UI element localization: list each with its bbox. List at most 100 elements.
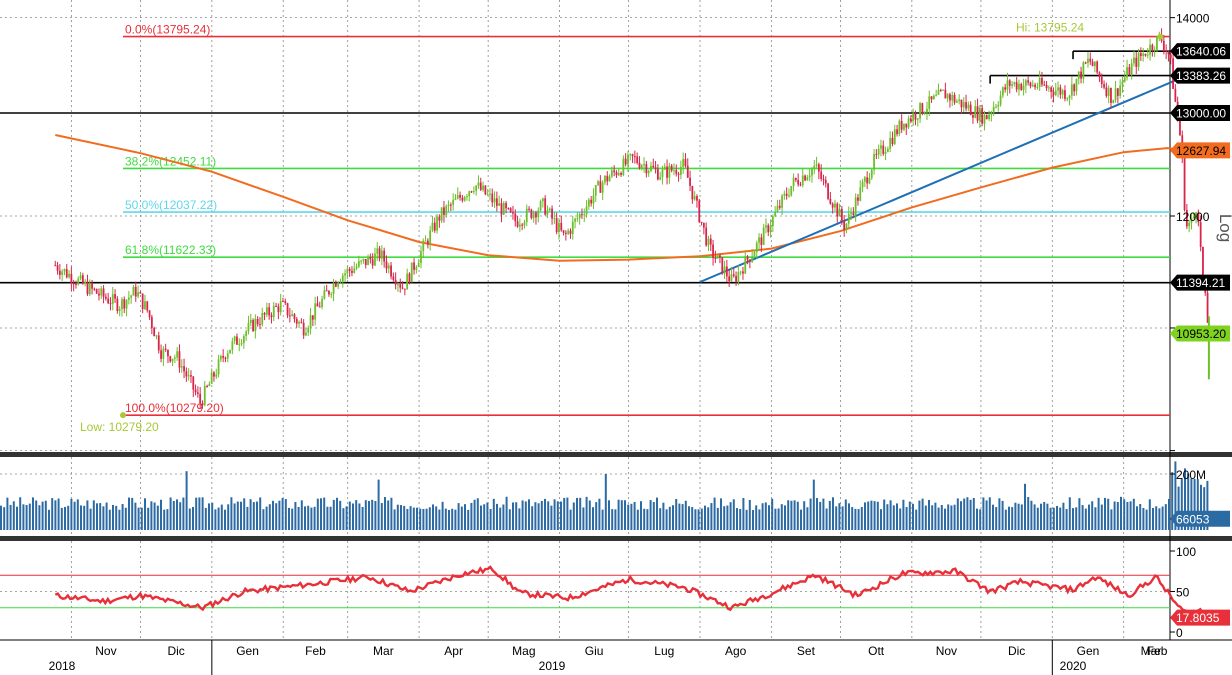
volume-bar [1072, 508, 1074, 530]
volume-last-tag-box [1170, 510, 1230, 527]
volume-bar [166, 509, 169, 530]
candle-body [309, 315, 312, 328]
candle-body [1091, 61, 1094, 67]
volume-bar [179, 502, 182, 530]
candle-body [134, 286, 137, 297]
volume-bar [76, 499, 79, 530]
volume-bar [598, 498, 601, 530]
price-tag-text: 13383.26 [1176, 69, 1226, 83]
volume-bar [364, 500, 367, 530]
candle-body [1013, 82, 1016, 84]
fib-level-label: 61.8%(11622.33) [125, 243, 216, 257]
candle-body [587, 199, 590, 207]
candle-body [721, 257, 724, 274]
year-label: 2020 [1060, 659, 1087, 673]
candle-body [424, 240, 427, 242]
volume-bar [480, 505, 482, 530]
candle-body [162, 348, 165, 359]
candle-body [210, 372, 213, 384]
candle-body [341, 275, 344, 282]
volume-bar [73, 501, 76, 530]
candle-body [463, 197, 466, 201]
volume-bar [761, 503, 764, 530]
hi-label: Hi: 13795.24 [1016, 21, 1084, 35]
volume-bar [534, 502, 537, 530]
candle-body [353, 268, 356, 273]
candle-body [668, 165, 671, 178]
candle-body [999, 95, 1002, 105]
volume-bar [512, 502, 514, 530]
volume-bar [841, 506, 844, 530]
volume-bar [460, 506, 463, 530]
candle-body [295, 318, 298, 324]
candle-body [939, 90, 942, 92]
candle-body [707, 238, 710, 246]
candle-body [884, 151, 887, 154]
candle-body [364, 258, 367, 266]
volume-bar [995, 507, 998, 530]
volume-bar [899, 508, 902, 530]
candle-body [190, 375, 192, 377]
volume-bar [592, 507, 594, 530]
candle-body [509, 208, 512, 213]
volume-bar [771, 498, 774, 530]
volume-bar [739, 508, 742, 530]
candle-body [578, 213, 581, 219]
volume-bar [9, 504, 12, 530]
volume-bar [924, 505, 927, 530]
volume-bar [1161, 506, 1164, 530]
candle-body [348, 268, 351, 271]
volume-bar [614, 509, 617, 530]
candle-body [988, 114, 990, 120]
candle-body [1114, 88, 1117, 101]
candle-body [889, 137, 892, 149]
candle-body [829, 198, 832, 204]
candle-body [564, 232, 567, 234]
candle-body [380, 250, 383, 259]
candle-body [452, 199, 455, 205]
candle-body [433, 222, 436, 231]
candle-body [426, 240, 429, 245]
candle-body [1084, 62, 1087, 64]
candle-body [224, 357, 227, 359]
volume-bar [448, 509, 450, 530]
volume-bar [630, 503, 633, 530]
candle-body [307, 327, 310, 333]
month-label: Apr [444, 644, 463, 658]
candle-body [684, 159, 687, 166]
candle-body [615, 172, 618, 176]
volume-bar [985, 500, 988, 530]
candle-body [1139, 53, 1142, 56]
volume-bar [208, 503, 210, 530]
candle-body [1018, 83, 1020, 90]
candle-body [443, 207, 445, 215]
candle-body [1199, 222, 1202, 247]
volume-bar [649, 500, 652, 530]
volume-bar [787, 500, 790, 530]
volume-bar [387, 500, 390, 530]
volume-bar [380, 503, 383, 530]
candle-body [502, 203, 505, 215]
candle-body [944, 89, 947, 99]
volume-bar [812, 479, 815, 530]
volume-bar [1052, 507, 1055, 530]
volume-bar [428, 507, 431, 530]
candle-body [164, 348, 167, 350]
volume-bar [937, 507, 940, 530]
candle-body [748, 259, 751, 262]
volume-bar [867, 501, 870, 530]
volume-bar [108, 509, 111, 530]
candle-body [1066, 98, 1069, 100]
candle-body [270, 315, 273, 318]
candle-body [127, 297, 130, 300]
price-tag-text: 13640.06 [1176, 45, 1226, 59]
price-tag-box [1170, 105, 1230, 121]
candle-body [1075, 78, 1078, 92]
month-label: Ott [868, 644, 885, 658]
candle-body [1057, 87, 1059, 91]
volume-bar [147, 507, 150, 530]
candle-body [817, 164, 820, 172]
volume-bar [470, 502, 473, 530]
low-label: Low: 10279.20 [80, 420, 159, 434]
volume-bar [643, 508, 646, 530]
